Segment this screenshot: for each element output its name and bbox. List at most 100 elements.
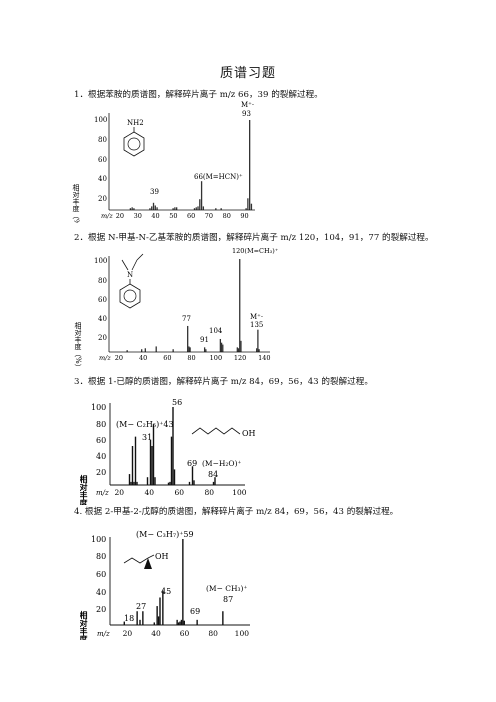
annotation-66: 66(M=HCN)⁺ xyxy=(194,173,243,181)
peak-bar-mz-32 xyxy=(136,481,138,485)
y-tick: 20 xyxy=(96,605,106,614)
peak-bar-mz-45 xyxy=(162,590,164,625)
peak-bar-mz-66 xyxy=(200,181,203,210)
peak-bar-mz-106 xyxy=(222,344,224,352)
y-tick: 20 xyxy=(96,468,106,477)
peak-bar-mz-42 xyxy=(157,616,160,625)
y-tick: 100 xyxy=(91,403,106,412)
question-4: 4. 根据 2-甲基-2-戊醇的质谱图，解释碎片离子 m/z 84，69，56，… xyxy=(74,507,399,517)
annotation-31: 31 xyxy=(142,433,152,442)
peak-bar-mz-64 xyxy=(197,206,199,210)
peak-bar-mz-67 xyxy=(188,481,191,485)
annotation-84: 84 xyxy=(208,470,218,479)
peak-bar-mz-41 xyxy=(156,606,158,625)
y-tick: 20 xyxy=(98,334,107,342)
y-tick: 40 xyxy=(96,588,106,597)
benzene-ring-icon xyxy=(123,131,145,157)
x-axis-label: m/z xyxy=(99,354,111,362)
peak-bar-mz-51 xyxy=(174,207,176,210)
x-axis-label: m/z xyxy=(96,489,109,497)
peak-bar-mz-40 xyxy=(154,205,156,210)
peak-bar-mz-65 xyxy=(199,199,201,210)
peak-bar-mz-38 xyxy=(151,206,153,210)
y-tick: 80 xyxy=(96,552,106,561)
annotation-56: 56 xyxy=(172,398,182,407)
y-tick: 40 xyxy=(98,175,107,183)
x-tick: 60 xyxy=(163,354,171,362)
peak-bar-mz-134 xyxy=(256,348,258,352)
structure-label: N xyxy=(127,271,133,279)
peak-bar-mz-27 xyxy=(126,350,128,352)
annotation-43: (M− C₂H₅)⁺43 xyxy=(116,420,174,429)
peak-bar-mz-31 xyxy=(142,611,144,625)
annotation-39: 39 xyxy=(150,188,159,196)
peak-bar-mz-39 xyxy=(153,622,155,625)
y-tick: 60 xyxy=(98,156,107,164)
peak-bar-mz-41 xyxy=(149,439,152,485)
peak-bar-mz-92 xyxy=(205,349,207,352)
peak-bar-mz-55 xyxy=(176,619,178,625)
x-tick: 20 xyxy=(116,212,124,220)
x-ticks: 20 40 60 80 100 xyxy=(115,488,247,497)
peak-bar-mz-70 xyxy=(193,480,195,485)
y-axis-label: 相对丰度（%） xyxy=(74,321,82,369)
peak-bar-mz-28 xyxy=(133,208,135,210)
peak-bar-mz-87 xyxy=(222,611,224,625)
peak-bar-mz-83 xyxy=(212,481,215,485)
x-tick: 40 xyxy=(139,354,147,362)
benzene-ring-icon xyxy=(119,283,141,309)
x-tick: 60 xyxy=(187,212,195,220)
y-tick: 40 xyxy=(96,452,106,461)
peak-bar-mz-93 xyxy=(249,120,251,210)
y-ticks: 100 80 60 40 20 xyxy=(91,535,106,614)
annotation-18: 18 xyxy=(124,614,134,623)
peak-bar-mz-39 xyxy=(141,349,143,352)
x-tick: 80 xyxy=(208,629,218,638)
peak-bar-mz-91 xyxy=(203,347,206,352)
annotation-m-h2o: (M−H₂O)⁺ xyxy=(202,459,242,468)
peak-bar-mz-105 xyxy=(220,342,223,352)
peak-bar-mz-39 xyxy=(146,477,149,485)
x-tick: 20 xyxy=(123,629,133,638)
x-tick: 120 xyxy=(234,354,246,362)
y-ticks: 100 80 60 40 20 xyxy=(94,116,107,203)
peak-bar-mz-69 xyxy=(196,619,198,625)
y-tick: 60 xyxy=(96,436,106,445)
peak-bar-mz-118 xyxy=(236,347,238,352)
peak-bar-mz-62 xyxy=(193,208,196,210)
y-tick: 80 xyxy=(98,277,107,285)
x-tick: 80 xyxy=(205,488,215,497)
question-1: 1．根据苯胺的质谱图，解释碎片离子 m/z 66，39 的裂解过程。 xyxy=(74,90,323,100)
annotation-91: 91 xyxy=(200,336,209,344)
peak-bar-mz-41 xyxy=(156,207,158,210)
x-tick: 80 xyxy=(187,354,195,362)
peak-bar-mz-43 xyxy=(152,424,155,485)
y-tick: 20 xyxy=(98,195,107,203)
x-tick: 70 xyxy=(205,212,213,220)
x-tick: 100 xyxy=(232,488,247,497)
annotation-104: 104 xyxy=(209,327,223,335)
peak-bar-mz-74 xyxy=(215,208,217,210)
x-tick: 80 xyxy=(223,212,231,220)
peak-bar-mz-94 xyxy=(250,203,253,210)
peak-bar-mz-60 xyxy=(183,620,185,625)
spectrum-2-methyl-2-pentanol: 相对丰度(%) 100 80 60 40 20 m/z 20 40 60 80 100 … xyxy=(80,530,250,640)
x-axis-label: m/z xyxy=(97,630,110,638)
x-tick: 60 xyxy=(175,488,185,497)
peak-bars xyxy=(123,539,224,625)
peak-bar-mz-39 xyxy=(152,202,155,210)
x-tick: 20 xyxy=(115,488,125,497)
spectrum-aniline: 相对丰度（%） 100 80 60 40 20 m/z 20 30 40 50 60 70… xyxy=(72,101,255,223)
y-tick: 60 xyxy=(98,296,107,304)
structure-label: NH2 xyxy=(127,119,144,127)
x-tick: 20 xyxy=(115,354,123,362)
peak-bar-mz-65 xyxy=(172,349,174,352)
annotation-69: 69 xyxy=(187,459,197,468)
x-ticks: 20 40 60 80 100 xyxy=(123,629,250,638)
annotation-45: 45 xyxy=(161,587,171,596)
y-tick: 60 xyxy=(96,570,106,579)
y-tick: 100 xyxy=(94,116,107,124)
peak-bar-mz-31 xyxy=(134,436,137,485)
peak-bar-mz-44 xyxy=(154,477,156,485)
pentanol-skeleton-icon xyxy=(123,557,149,564)
